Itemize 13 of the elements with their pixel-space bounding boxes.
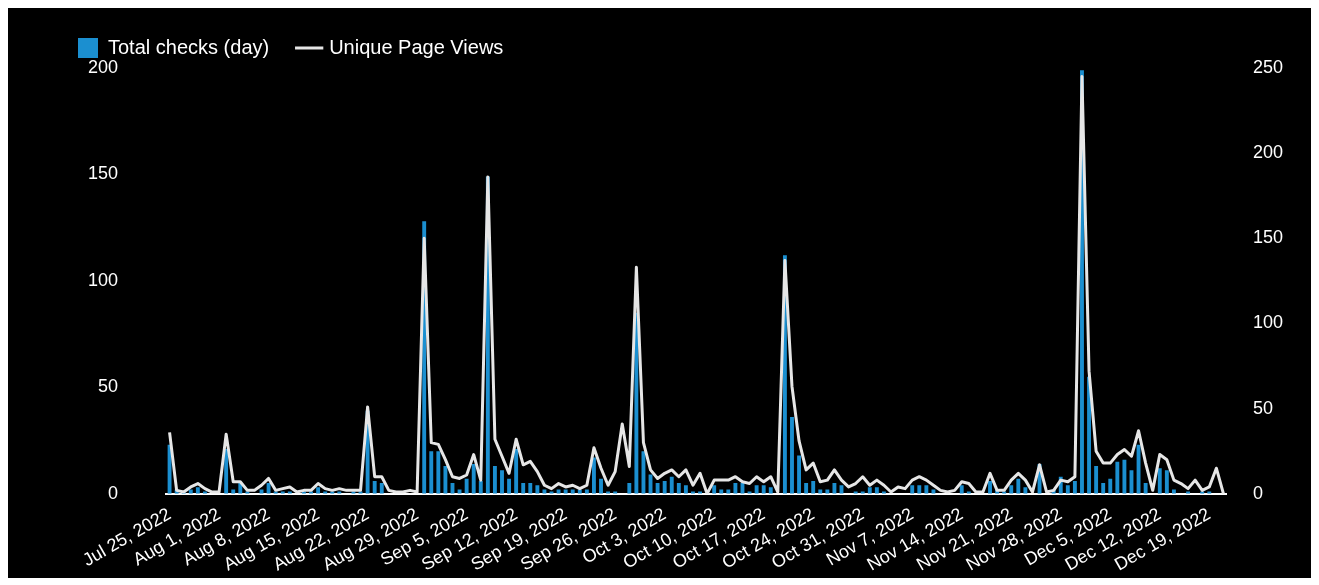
y-tick-label: 50 [98, 376, 119, 397]
y2-tick-label: 50 [1252, 397, 1273, 418]
legend-label: Total checks (day) [108, 35, 270, 58]
y2-tick-label: 150 [1252, 227, 1284, 248]
y-tick-label: 0 [108, 482, 119, 503]
y-tick-label: 100 [87, 269, 119, 290]
y-tick-label: 200 [87, 56, 119, 77]
y2-tick-label: 0 [1252, 482, 1263, 503]
y2-tick-label: 100 [1252, 312, 1284, 333]
y2-tick-label: 200 [1252, 142, 1284, 163]
y2-tick-label: 250 [1252, 56, 1284, 77]
y-tick-label: 150 [87, 163, 119, 184]
legend-label: Unique Page Views [329, 35, 504, 58]
